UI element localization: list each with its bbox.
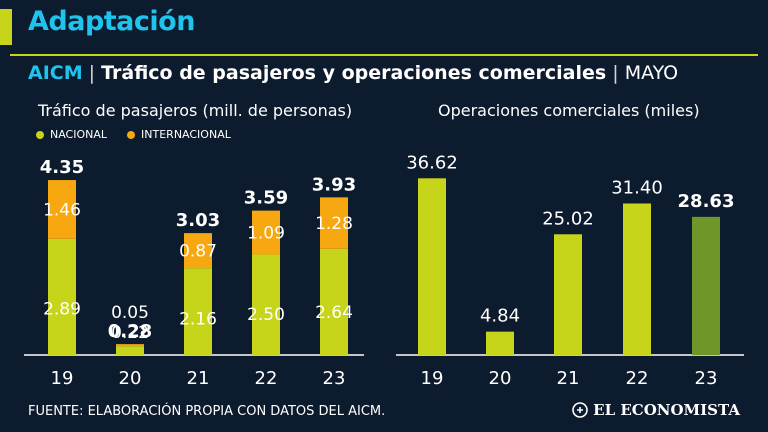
x-tick-passengers-22: 22 [255,368,278,389]
x-tick-operations-19: 19 [421,368,444,389]
bar-operaciones-22 [623,203,651,355]
total-label-19: 4.35 [40,157,84,178]
value-label-operaciones-21: 25.02 [542,208,594,229]
internacional-label-19: 1.46 [43,200,81,220]
publisher-logo: EL ECONOMISTA [572,401,740,419]
bar-nacional-23 [320,248,348,355]
app-title: Adaptación [28,6,195,37]
headline-month: MAYO [624,62,679,84]
x-tick-passengers-23: 23 [323,368,346,389]
bar-nacional-22 [252,254,280,355]
total-label-23: 3.93 [312,174,356,195]
operations-chart-title: Operaciones comerciales (miles) [438,101,700,120]
x-tick-passengers-20: 20 [119,368,142,389]
total-label-22: 3.59 [244,188,288,209]
legend-nacional-swatch [36,130,44,139]
bar-operaciones-20 [486,331,514,355]
source-note: FUENTE: ELABORACIÓN PROPIA CON DATOS DEL… [28,404,386,419]
nacional-label-21: 2.16 [179,310,217,330]
bar-internacional-20 [116,344,144,347]
internacional-label-23: 1.28 [315,214,353,234]
legend-internacional-label: INTERNACIONAL [141,128,231,141]
headline-brand: AICM [28,62,83,84]
headline: AICM | Tráfico de pasajeros y operacione… [28,62,678,84]
publisher-logo-text: EL ECONOMISTA [593,401,740,419]
total-label-21: 3.03 [176,210,220,231]
x-tick-operations-22: 22 [626,368,649,389]
value-label-operaciones-22: 31.40 [611,177,663,198]
bar-internacional-23 [320,197,348,249]
nacional-label-23: 2.64 [315,303,353,323]
headline-title: Tráfico de pasajeros y operaciones comer… [101,62,607,84]
bar-internacional-19 [48,180,76,239]
accent-bar [0,9,12,45]
x-tick-operations-23: 23 [695,368,718,389]
legend-internacional-swatch [127,130,136,139]
bar-operaciones-23 [692,216,720,355]
x-tick-passengers-21: 21 [187,368,210,389]
bar-internacional-21 [184,233,212,269]
headline-separator: | [88,62,96,84]
legend-nacional-label: NACIONAL [50,128,108,141]
x-tick-passengers-19: 19 [51,368,74,389]
bar-operaciones-19 [418,178,446,355]
nacional-label-19: 2.89 [43,299,81,319]
legend-item-internacional: INTERNACIONAL [127,128,231,141]
legend: NACIONAL INTERNACIONAL [36,128,231,141]
total-label-20: 0.28 [108,321,152,342]
internacional-label-20: 0.05 [111,303,149,323]
value-label-operaciones-20: 4.84 [480,306,520,327]
nacional-label-22: 2.50 [247,305,285,325]
x-tick-operations-21: 21 [557,368,580,389]
bar-nacional-21 [184,268,212,355]
legend-item-nacional: NACIONAL [36,128,107,141]
bar-internacional-22 [252,210,280,255]
bar-nacional-20 [116,346,144,355]
value-label-operaciones-19: 36.62 [406,152,458,173]
nacional-label-20: 0.22 [111,323,149,343]
title-divider [10,54,758,56]
value-label-operaciones-23: 28.63 [678,191,735,212]
logo-emblem-icon [572,402,588,418]
bar-nacional-19 [48,238,76,355]
internacional-label-22: 1.09 [247,224,285,244]
passengers-chart-title: Tráfico de pasajeros (mill. de personas) [38,101,353,120]
headline-separator-2: | [612,62,619,84]
x-tick-operations-20: 20 [489,368,512,389]
bar-operaciones-21 [554,234,582,355]
internacional-label-21: 0.87 [179,242,217,262]
